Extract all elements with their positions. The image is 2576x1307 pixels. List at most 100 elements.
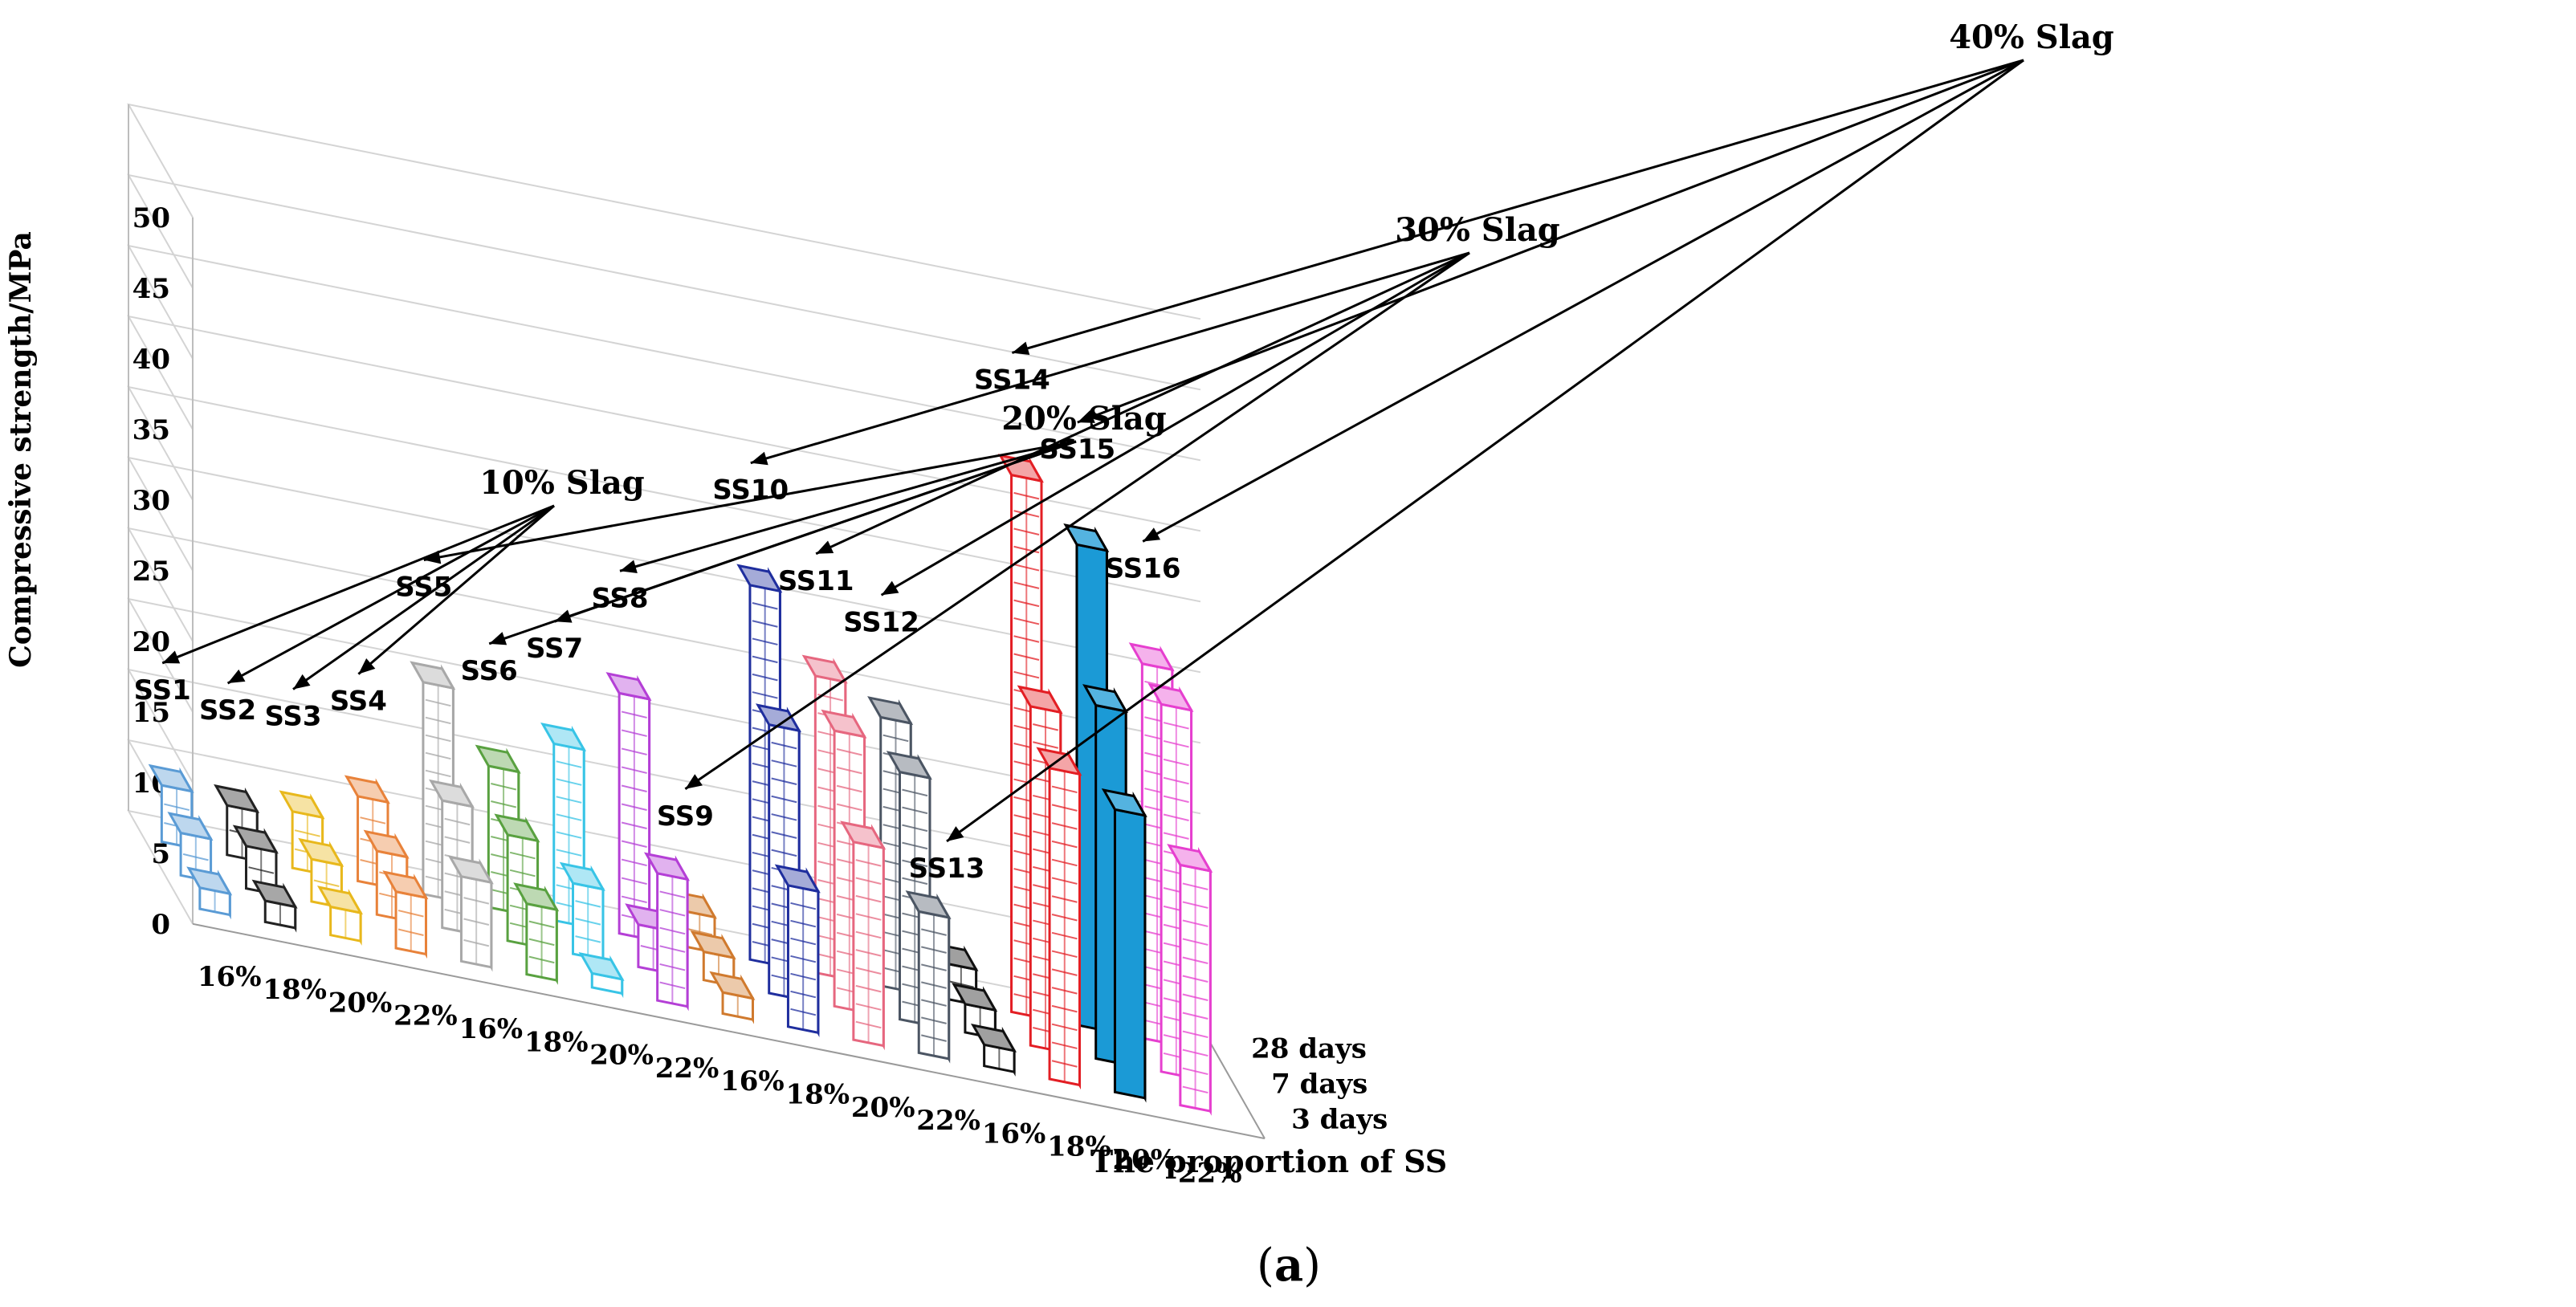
bar <box>186 866 233 920</box>
bar <box>605 672 652 944</box>
y-tick-label: 30 <box>132 485 170 517</box>
x-tick-label: 20% <box>328 987 393 1019</box>
x-tick-label: 22% <box>393 1000 458 1032</box>
mix-label: SS3 <box>264 701 321 733</box>
bar-top <box>494 813 540 843</box>
annotations: SS1SS2SS3SS4SS5SS6SS7SS8SS9SS10SS11SS12S… <box>134 18 2114 885</box>
y-tick-label: 5 <box>151 838 170 870</box>
arrow-head <box>1012 341 1030 356</box>
bar-top <box>167 812 214 841</box>
group-arrow <box>880 251 1470 596</box>
bar <box>709 971 756 1024</box>
x-tick-label: 20% <box>1112 1144 1176 1176</box>
bar-top <box>1167 844 1213 873</box>
group-label: 30% Slag <box>1395 211 1560 249</box>
arrow-head <box>1143 527 1161 542</box>
bar-top <box>1017 685 1063 715</box>
y-tick-label: 45 <box>132 273 170 305</box>
y-axis-label: Compressive strength/MPa <box>4 231 38 668</box>
arrow-head <box>1077 409 1095 423</box>
arrow-head <box>227 669 246 684</box>
bar-top <box>867 696 914 726</box>
bar-top <box>1082 684 1129 714</box>
y-tick-label: 0 <box>151 909 170 941</box>
arrow-head <box>162 650 181 664</box>
bar-front <box>1113 808 1147 1100</box>
x-tick-label: 22% <box>655 1053 719 1085</box>
bar <box>513 882 560 985</box>
figure-caption: (a) <box>1257 1239 1321 1292</box>
y-tick-label: 15 <box>132 697 170 729</box>
mix-label: SS11 <box>778 565 854 597</box>
depth-label: 28 days <box>1251 1032 1367 1065</box>
group-arrow <box>946 59 2024 843</box>
x-tick-label: 18% <box>1047 1131 1111 1163</box>
y-tick-label: 20 <box>132 626 170 658</box>
bar-top <box>540 722 587 751</box>
bar <box>316 886 364 946</box>
mix-label: SS4 <box>330 686 387 718</box>
group-label: 40% Slag <box>1949 18 2114 56</box>
bar <box>251 879 298 933</box>
depth-label: 7 days <box>1271 1068 1367 1100</box>
mix-label: SS1 <box>134 674 191 706</box>
mix-label: SS14 <box>974 364 1050 396</box>
bar-top <box>316 886 364 915</box>
bar-top <box>298 837 344 867</box>
mix-label: SS16 <box>1105 552 1181 584</box>
bar <box>1101 788 1147 1103</box>
bar-top <box>690 930 736 960</box>
group-arrow <box>684 251 1470 790</box>
bar-top <box>756 703 802 733</box>
group-arrow <box>161 504 555 665</box>
bar-top <box>447 855 494 885</box>
bar-top <box>1128 642 1175 672</box>
x-tick-label: 18% <box>524 1026 589 1058</box>
arrow-head <box>750 451 768 466</box>
x-tick-label: 16% <box>982 1118 1046 1150</box>
x-tick-label: 18% <box>785 1078 850 1110</box>
bar-top <box>970 1023 1017 1053</box>
x-tick-label: 18% <box>263 974 327 1006</box>
mix-label: SS7 <box>526 633 583 665</box>
bar <box>578 951 625 999</box>
group-arrow <box>1077 59 2024 424</box>
mix-label: SS2 <box>199 694 256 727</box>
bar-top <box>605 672 652 702</box>
arrow-head <box>881 580 899 596</box>
y-tick-label: 25 <box>132 556 170 588</box>
bar <box>643 852 691 1012</box>
bar-top <box>1036 747 1082 776</box>
bar-top <box>186 866 233 896</box>
bar-top <box>279 790 325 820</box>
bar-top <box>801 654 848 684</box>
bar-top <box>774 864 821 894</box>
arrow-head <box>620 560 638 573</box>
bar <box>774 864 821 1037</box>
bar-top <box>214 784 260 813</box>
gridline <box>127 173 1201 391</box>
arrow-head <box>293 674 311 690</box>
group-arrow <box>292 504 555 690</box>
bar-top <box>709 971 756 1000</box>
x-tick-label: 22% <box>1178 1157 1242 1189</box>
bar-top <box>905 890 952 920</box>
arrow-head <box>947 826 964 841</box>
bar-top <box>1063 523 1110 552</box>
bar-top <box>429 779 475 808</box>
bar <box>1167 844 1213 1116</box>
bar-top <box>821 709 867 739</box>
bar-top <box>578 951 625 981</box>
bars <box>148 454 1213 1116</box>
bar-top <box>643 852 691 882</box>
x-tick-label: 20% <box>589 1040 654 1072</box>
arrow-head <box>358 658 376 674</box>
y-tick-label: 40 <box>132 344 170 376</box>
group-arrow <box>1142 59 2024 543</box>
bar-top <box>148 763 194 793</box>
arrow-head <box>554 609 573 623</box>
group-arrow <box>619 440 1077 572</box>
group-arrow <box>423 440 1077 562</box>
bar-top <box>886 751 932 780</box>
